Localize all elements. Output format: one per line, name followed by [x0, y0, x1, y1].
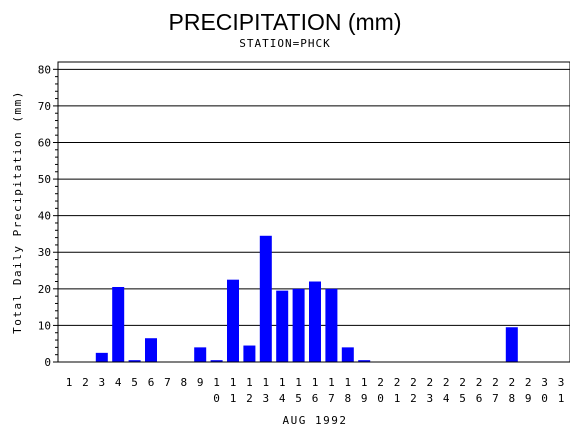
x-tick-label: 2 — [377, 376, 384, 389]
y-tick-label: 70 — [38, 100, 51, 113]
x-tick-label: 1 — [394, 392, 401, 405]
gridlines — [58, 68, 570, 326]
y-tick-label: 0 — [44, 356, 51, 369]
x-tick-label: 9 — [361, 392, 368, 405]
x-axis-ticks: 1 2 3 4 5 6 7 8 9 1011121314151617181920212223242… — [66, 376, 565, 405]
x-tick-label: 1 — [262, 376, 269, 389]
x-tick-label: 5 — [295, 392, 302, 405]
bar — [112, 287, 125, 362]
x-tick-label: 1 — [558, 392, 565, 405]
y-tick-label: 80 — [38, 63, 51, 76]
x-tick-label: 1 — [213, 376, 220, 389]
x-tick-label: 6 — [476, 392, 483, 405]
x-tick-label: 2 — [426, 376, 433, 389]
bar — [243, 345, 256, 362]
bar — [227, 279, 239, 362]
y-tick-label: 20 — [38, 283, 51, 296]
x-tick-label: 2 — [525, 376, 532, 389]
bar — [128, 360, 141, 362]
bar — [341, 347, 354, 362]
bar — [210, 360, 223, 362]
x-tick-label: 0 — [213, 392, 220, 405]
y-axis-ticks: 0 10 20 30 40 50 60 70 80 — [38, 63, 58, 369]
x-tick-label: 2 — [394, 376, 401, 389]
x-tick-label: 2 — [492, 376, 499, 389]
bar — [505, 327, 518, 362]
x-tick-label: 7 — [328, 392, 335, 405]
y-tick-label: 50 — [38, 173, 51, 186]
y-tick-label: 60 — [38, 136, 51, 149]
x-tick-label: 7 — [492, 392, 499, 405]
x-tick-label: 1 — [344, 376, 351, 389]
x-tick-label: 5 — [131, 376, 138, 389]
bar-series — [95, 235, 518, 362]
x-tick-label: 2 — [410, 392, 417, 405]
x-tick-label: 3 — [426, 392, 433, 405]
x-tick-label: 5 — [459, 392, 466, 405]
bar — [259, 235, 272, 362]
x-tick-label: 2 — [476, 376, 483, 389]
x-tick-label: 2 — [82, 376, 89, 389]
y-tick-label: 40 — [38, 210, 51, 223]
bar — [309, 281, 321, 362]
bar — [292, 288, 305, 362]
x-tick-label: 1 — [328, 376, 335, 389]
x-tick-label: 6 — [312, 392, 319, 405]
chart-subtitle: STATION=PHCK — [239, 37, 330, 50]
x-tick-label: 1 — [230, 376, 237, 389]
x-tick-label: 2 — [508, 376, 515, 389]
x-tick-label: 2 — [459, 376, 466, 389]
y-axis-label: Total Daily Precipitation (mm) — [11, 90, 24, 334]
y-tick-label: 10 — [38, 319, 51, 332]
x-tick-label: 2 — [410, 376, 417, 389]
x-tick-label: 6 — [148, 376, 155, 389]
x-tick-label: 1 — [295, 376, 302, 389]
x-tick-label: 4 — [443, 392, 450, 405]
x-tick-label: 1 — [246, 376, 253, 389]
y-tick-label: 30 — [38, 246, 51, 259]
x-tick-label: 8 — [344, 392, 351, 405]
x-tick-label: 3 — [558, 376, 565, 389]
x-tick-label: 8 — [180, 376, 187, 389]
bar — [325, 288, 338, 362]
x-tick-label: 2 — [246, 392, 253, 405]
bar — [194, 347, 207, 362]
x-tick-label: 9 — [525, 392, 532, 405]
x-tick-label: 1 — [66, 376, 73, 389]
x-tick-label: 1 — [361, 376, 368, 389]
bar — [95, 352, 108, 362]
chart-title: PRECIPITATION (mm) — [169, 9, 402, 35]
x-tick-label: 4 — [279, 392, 286, 405]
x-axis-label: AUG 1992 — [283, 414, 348, 427]
x-tick-label: 3 — [98, 376, 105, 389]
x-tick-label: 0 — [541, 392, 548, 405]
bar — [145, 338, 157, 362]
x-tick-label: 7 — [164, 376, 171, 389]
plot-frame — [57, 61, 570, 363]
x-tick-label: 3 — [262, 392, 269, 405]
bar — [276, 290, 289, 362]
x-tick-label: 3 — [541, 376, 548, 389]
x-tick-label: 1 — [279, 376, 286, 389]
x-tick-label: 4 — [115, 376, 122, 389]
x-tick-label: 9 — [197, 376, 204, 389]
x-tick-label: 1 — [230, 392, 237, 405]
bar — [358, 360, 371, 362]
x-tick-label: 1 — [312, 376, 319, 389]
x-tick-label: 2 — [443, 376, 450, 389]
x-tick-label: 8 — [508, 392, 515, 405]
x-tick-label: 0 — [377, 392, 384, 405]
